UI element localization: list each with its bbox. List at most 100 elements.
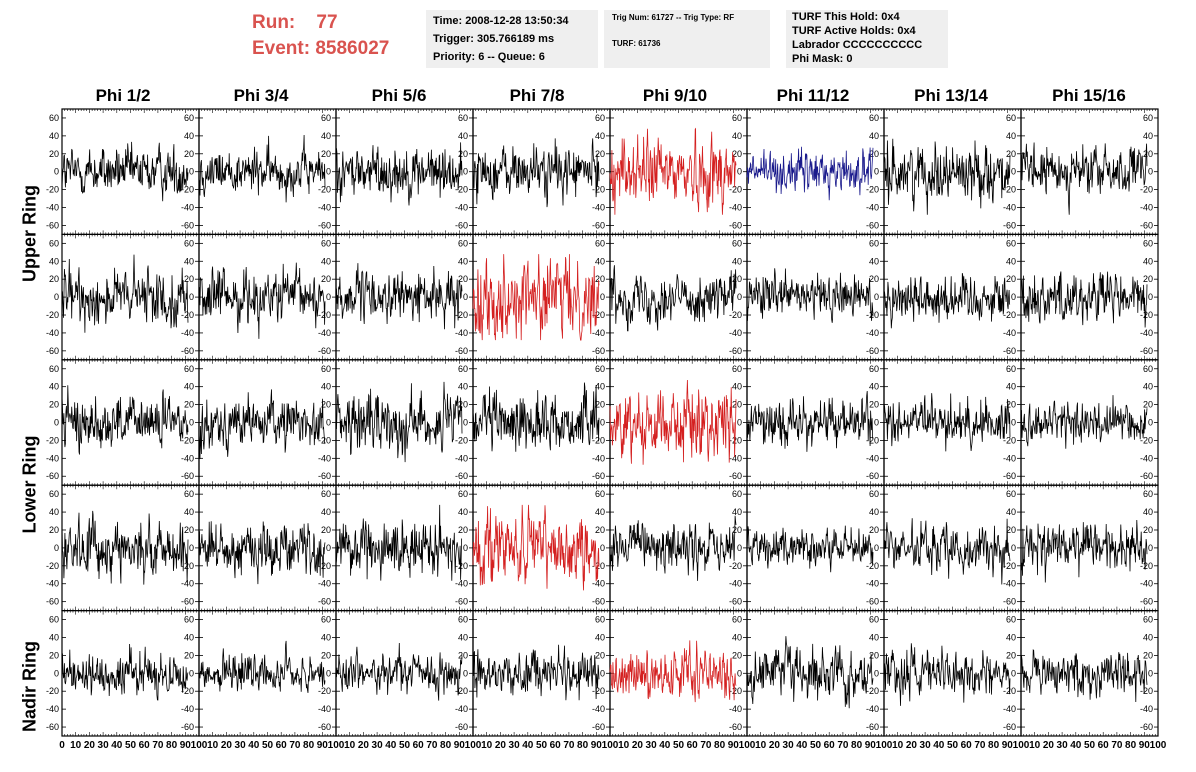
ytick-label-right: 60: [595, 489, 605, 499]
xtick-label: 90: [180, 740, 192, 751]
ytick-label-right: -40: [455, 579, 468, 589]
ytick-label-right: 60: [184, 364, 194, 374]
xtick-label: 10: [344, 740, 356, 751]
xtick-label: 90: [865, 740, 877, 751]
ytick-label-right: 40: [458, 632, 468, 642]
ytick-label-right: -20: [455, 310, 468, 320]
ytick-label-right: -60: [1003, 597, 1016, 607]
waveform-panel-r3-c6: 60 40 20 0 -20 -40 -60: [883, 484, 1022, 612]
ytick-label-right: 20: [732, 650, 742, 660]
xtick-label: 30: [783, 740, 795, 751]
ytick-label-right: -60: [592, 471, 605, 481]
waveform-panel-r3-c2: 60 40 20 0 -20 -40 -60: [335, 484, 474, 612]
waveform-trace: [1020, 142, 1148, 215]
ytick-label-right: 20: [1006, 650, 1016, 660]
ytick-label-right: 40: [1143, 256, 1153, 266]
ytick-label-right: 0: [1148, 543, 1153, 553]
xtick-label: 80: [440, 740, 452, 751]
ytick-label-right: 40: [321, 632, 331, 642]
waveform-trace: [472, 254, 600, 341]
ytick-label-right: -40: [592, 579, 605, 589]
xtick-label: 60: [550, 740, 562, 751]
waveform-trace: [746, 268, 874, 323]
ytick-label-left: 20: [49, 149, 59, 159]
ytick-label-left: 0: [54, 418, 59, 428]
ytick-label-right: 0: [600, 167, 605, 177]
ytick-label-left: 40: [49, 382, 59, 392]
ytick-label-right: 0: [189, 543, 194, 553]
xtick-label: 90: [591, 740, 603, 751]
waveform-panel-r1-c4: 60 40 20 0 -20 -40 -60: [609, 233, 748, 361]
xtick-label: 40: [248, 740, 260, 751]
ytick-label-right: -40: [866, 328, 879, 338]
ytick-label-right: -40: [1003, 704, 1016, 714]
ytick-label-left: 60: [49, 489, 59, 499]
ytick-label-right: 0: [463, 292, 468, 302]
xtick-label: 30: [235, 740, 247, 751]
ytick-label-right: 40: [869, 382, 879, 392]
ytick-label-right: 40: [184, 507, 194, 517]
timing-info-box: Time: 2008-12-28 13:50:34 Trigger: 305.7…: [426, 10, 598, 68]
ytick-label-right: -20: [866, 185, 879, 195]
ytick-label-left: -40: [46, 203, 59, 213]
ytick-label-right: -60: [181, 220, 194, 230]
ytick-label-left: 20: [49, 650, 59, 660]
ytick-label-right: 40: [595, 507, 605, 517]
xtick-label: 80: [166, 740, 178, 751]
ytick-label-right: 40: [1006, 382, 1016, 392]
waveform-panel-r2-c6: 60 40 20 0 -20 -40 -60: [883, 359, 1022, 486]
ytick-label-right: 0: [600, 668, 605, 678]
ytick-label-right: -40: [455, 704, 468, 714]
ytick-label-right: 40: [1006, 632, 1016, 642]
ytick-label-right: 60: [1143, 238, 1153, 248]
waveform-panel-r1-c2: 60 40 20 0 -20 -40 -60: [335, 233, 474, 361]
ytick-label-right: 20: [321, 650, 331, 660]
ytick-label-right: -40: [1140, 203, 1153, 213]
ytick-label-right: -60: [1140, 471, 1153, 481]
ytick-label-right: 20: [869, 274, 879, 284]
waveform-trace: [61, 141, 189, 202]
column-header-phi-5-6: Phi 5/6: [371, 86, 427, 105]
ytick-label-right: -60: [866, 220, 879, 230]
ytick-label-right: -40: [592, 203, 605, 213]
panel-frame: [746, 484, 885, 612]
xtick-label: 30: [509, 740, 521, 751]
ytick-label-right: 20: [595, 650, 605, 660]
ytick-label-right: 0: [1011, 292, 1016, 302]
xtick-label: 60: [139, 740, 151, 751]
ytick-label-left: 40: [49, 507, 59, 517]
ytick-label-right: 0: [737, 167, 742, 177]
ytick-label-right: 40: [595, 131, 605, 141]
waveform-panel-r3-c7: 60 40 20 0 -20 -40 -60: [1020, 484, 1159, 612]
xtick-label: 70: [289, 740, 301, 751]
ytick-label-right: 40: [732, 632, 742, 642]
ytick-label-right: -60: [181, 597, 194, 607]
ytick-label-right: -60: [866, 346, 879, 356]
labrador-text: Labrador CCCCCCCCCC: [792, 39, 923, 51]
ytick-label-right: 60: [458, 615, 468, 625]
ytick-label-right: 40: [458, 256, 468, 266]
ytick-label-right: -20: [592, 561, 605, 571]
ytick-label-right: -40: [729, 453, 742, 463]
ytick-label-right: -40: [1140, 579, 1153, 589]
ytick-label-left: 20: [49, 274, 59, 284]
waveform-trace: [746, 146, 874, 201]
column-header-phi-9-10: Phi 9/10: [642, 86, 708, 105]
ytick-label-right: 20: [321, 525, 331, 535]
ytick-label-right: 20: [869, 149, 879, 159]
ytick-label-right: 60: [869, 615, 879, 625]
ytick-label-right: 0: [189, 167, 194, 177]
ytick-label-right: 0: [874, 167, 879, 177]
ytick-label-right: 60: [458, 113, 468, 123]
ytick-label-right: -60: [318, 471, 331, 481]
waveform-panel-r0-c4: 60 40 20 0 -20 -40 -60: [609, 108, 748, 236]
ytick-label-right: 20: [458, 525, 468, 535]
ytick-label-right: 40: [321, 507, 331, 517]
ytick-label-right: 40: [1143, 131, 1153, 141]
waveform-panel-r3-c4: 60 40 20 0 -20 -40 -60: [609, 484, 748, 612]
ytick-label-right: 0: [1011, 543, 1016, 553]
waveform-trace: [61, 254, 189, 333]
ytick-label-right: -20: [1003, 310, 1016, 320]
waveform-panel-r2-c7: 60 40 20 0 -20 -40 -60: [1020, 359, 1159, 486]
